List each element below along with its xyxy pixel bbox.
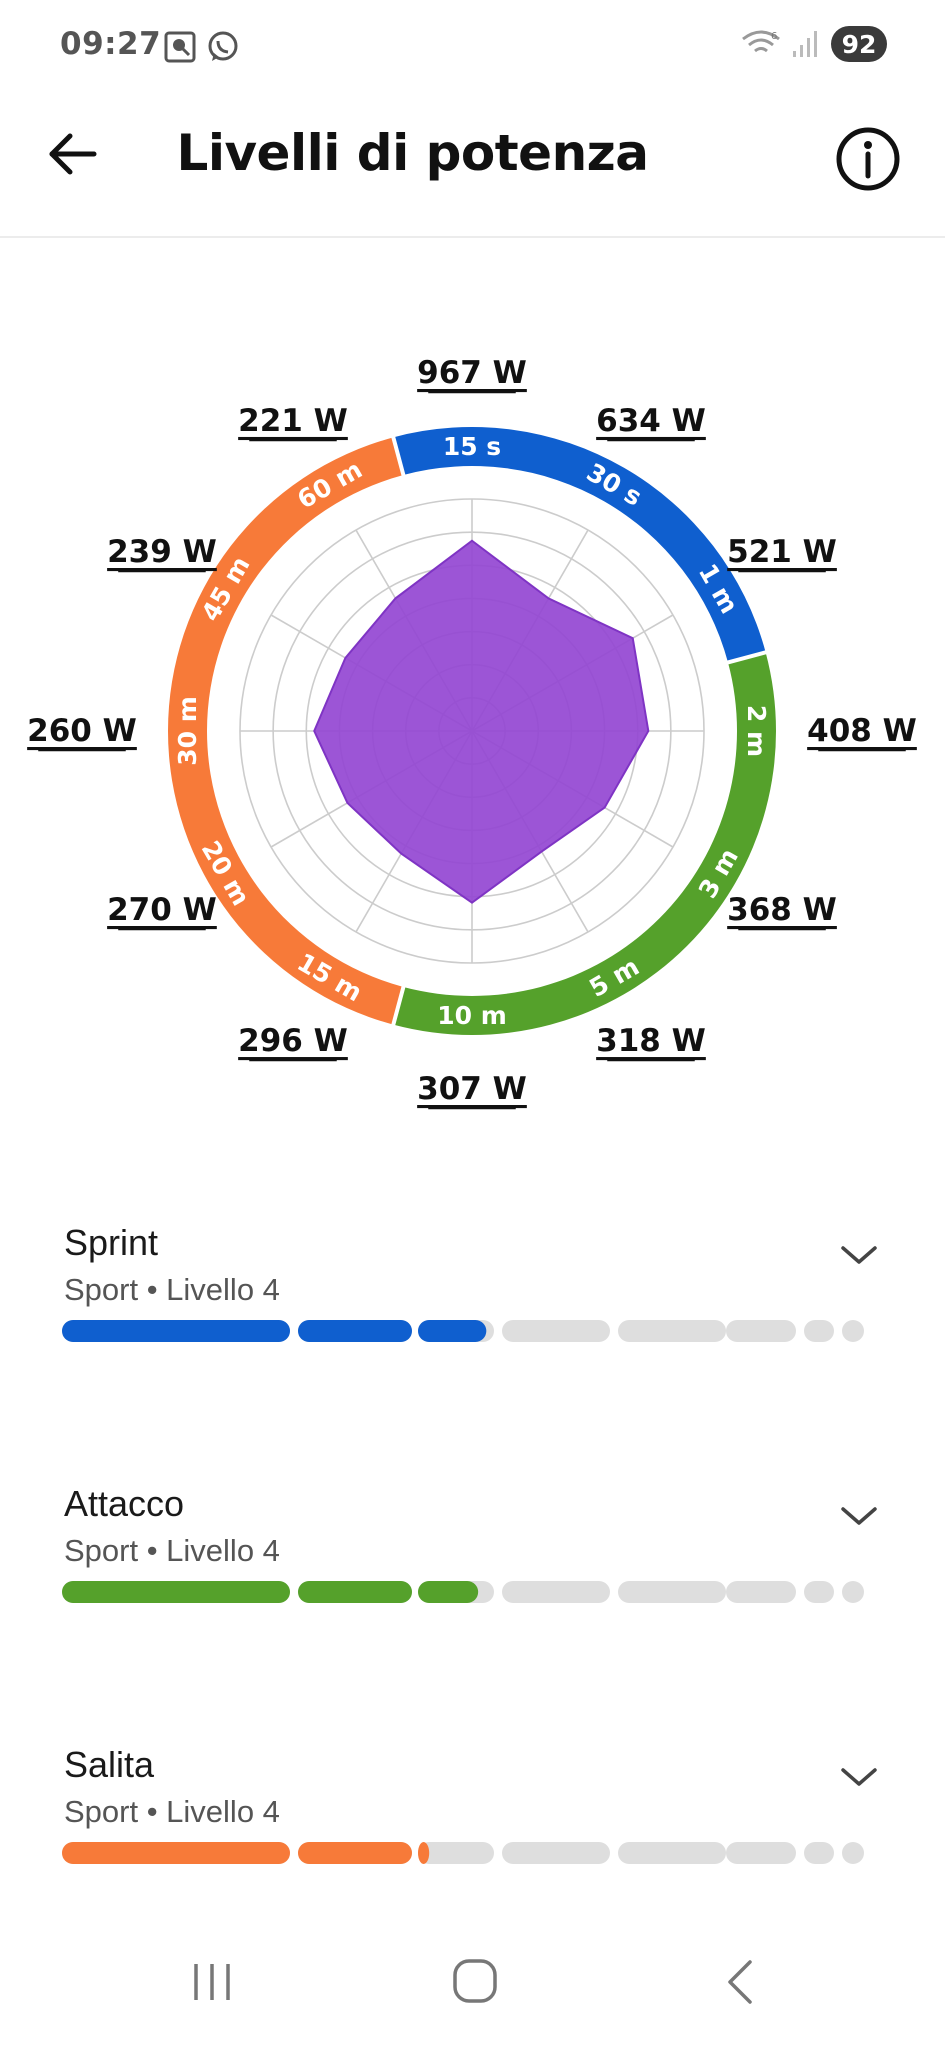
watt-label-20m: 270 W	[107, 892, 217, 928]
arrow-left-icon[interactable]	[44, 126, 100, 182]
level-segment-filled	[298, 1842, 412, 1864]
page-title-text: Livelli di potenza	[176, 124, 649, 182]
level-segment-filled	[62, 1842, 290, 1864]
level-segment	[726, 1842, 796, 1864]
app-header: Livelli di potenza	[0, 92, 945, 238]
level-segment-filled	[298, 1581, 412, 1603]
radar-svg: 15 s30 s1 m2 m3 m5 m10 m15 m20 m30 m45 m…	[27, 355, 917, 1110]
power-area	[313, 539, 650, 904]
level-section-attacco[interactable]: Attacco Sport • Livello 4	[0, 1483, 945, 1683]
level-progress-bar	[62, 1842, 864, 1864]
home-icon[interactable]	[452, 1958, 498, 2004]
ring-label-2m: 2 m	[742, 705, 771, 757]
level-section-salita[interactable]: Salita Sport • Livello 4	[0, 1744, 945, 1944]
watt-label-5m: 318 W	[596, 1023, 706, 1059]
watt-label-60m: 221 W	[238, 403, 348, 439]
watt-label-3m: 368 W	[727, 892, 837, 928]
level-segment	[618, 1581, 726, 1603]
status-notification-icons	[164, 30, 240, 64]
level-segment	[502, 1581, 610, 1603]
level-segment-filled	[418, 1842, 430, 1864]
level-segment-filled	[418, 1581, 479, 1603]
chevron-down-icon[interactable]	[839, 1762, 879, 1792]
level-segment	[804, 1842, 834, 1864]
back-nav-icon[interactable]	[722, 1958, 758, 2006]
watt-label-15s: 967 W	[417, 355, 527, 391]
ring-label-30m: 30 m	[173, 696, 202, 766]
status-bar: 09:27 6 92	[0, 0, 945, 92]
info-icon[interactable]	[835, 126, 901, 192]
level-name: Salita	[64, 1744, 155, 1785]
recent-apps-icon[interactable]	[190, 1960, 234, 2004]
status-time: 09:27	[60, 26, 162, 62]
level-segment-filled	[62, 1320, 290, 1342]
level-section-sprint[interactable]: Sprint Sport • Livello 4	[0, 1222, 945, 1422]
ring-separator	[726, 650, 768, 665]
whatsapp-icon	[208, 31, 238, 61]
watt-label-10m: 307 W	[417, 1071, 527, 1107]
level-segment	[726, 1320, 796, 1342]
level-segment	[618, 1320, 726, 1342]
level-name: Attacco	[64, 1483, 185, 1524]
signal-icon	[793, 31, 817, 57]
level-segment	[726, 1581, 796, 1603]
level-progress-bar	[62, 1320, 864, 1342]
battery-indicator: 92	[831, 26, 887, 62]
ring-label-15s: 15 s	[443, 432, 501, 461]
wifi-icon: 6	[742, 30, 780, 53]
level-segment	[502, 1320, 610, 1342]
level-segment	[804, 1581, 834, 1603]
level-subtitle: Sport • Livello 4	[64, 1272, 280, 1307]
level-name: Sprint	[64, 1222, 159, 1263]
level-segment	[842, 1320, 864, 1342]
svg-text:6: 6	[771, 31, 777, 42]
status-system-icons: 6 92	[741, 26, 887, 62]
page-title: Livelli di potenza	[0, 124, 945, 182]
level-subtitle: Sport • Livello 4	[64, 1533, 280, 1568]
level-segment	[804, 1320, 834, 1342]
ring-segment-sprint	[393, 427, 766, 663]
ring-separator	[391, 985, 406, 1027]
nav-bar	[0, 1940, 945, 2048]
level-segment-filled	[62, 1581, 290, 1603]
screen-record-icon	[164, 31, 196, 63]
level-progress-bar	[62, 1581, 864, 1603]
watt-label-1m: 521 W	[727, 534, 837, 570]
watt-label-15m: 296 W	[238, 1023, 348, 1059]
level-segment	[618, 1842, 726, 1864]
ring-separator	[391, 435, 406, 477]
level-subtitle: Sport • Livello 4	[64, 1794, 280, 1829]
chevron-down-icon[interactable]	[839, 1240, 879, 1270]
watt-label-30s: 634 W	[596, 403, 706, 439]
chevron-down-icon[interactable]	[839, 1501, 879, 1531]
level-segment	[842, 1842, 864, 1864]
ring-segment-salita	[167, 437, 404, 1025]
level-segment	[842, 1581, 864, 1603]
ring-label-10m: 10 m	[437, 1001, 507, 1030]
level-segment-filled	[298, 1320, 412, 1342]
watt-label-30m: 260 W	[27, 713, 137, 749]
ring-segment-attacco	[393, 652, 777, 1035]
level-segment	[502, 1842, 610, 1864]
level-segment	[418, 1842, 494, 1864]
level-segment-filled	[418, 1320, 487, 1342]
watt-label-45m: 239 W	[107, 534, 217, 570]
watt-label-2m: 408 W	[807, 713, 917, 749]
